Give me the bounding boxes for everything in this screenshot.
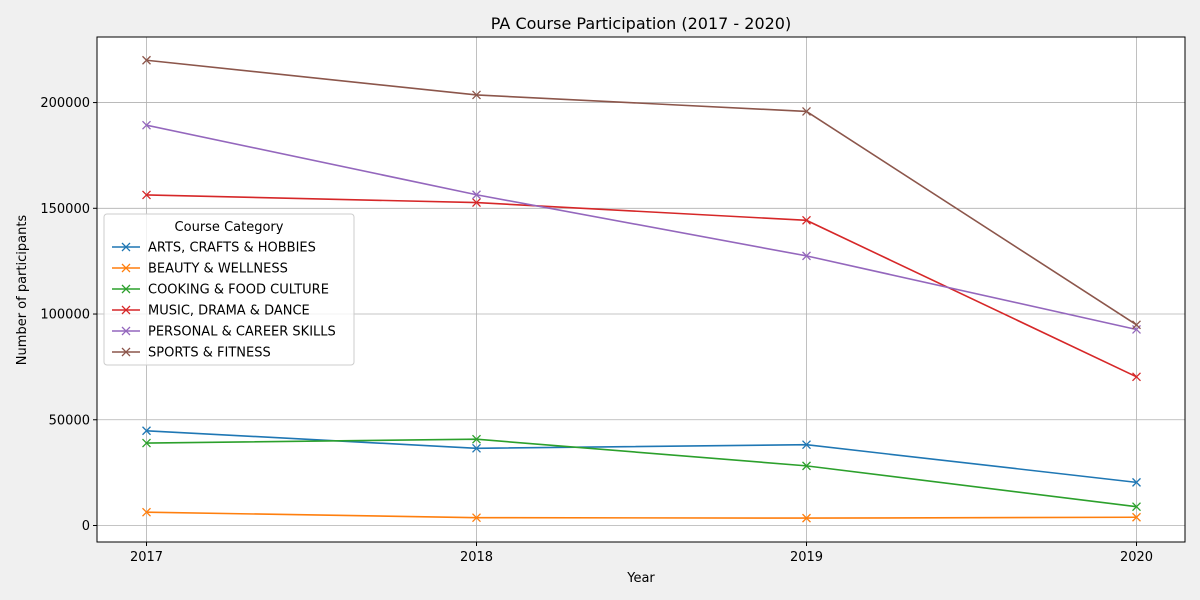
- data-point-marker: [1132, 372, 1141, 382]
- y-tick-label: 50000: [49, 413, 90, 428]
- data-point-marker: [802, 440, 811, 450]
- legend-marker: [121, 242, 131, 252]
- data-point-marker: [802, 513, 811, 523]
- data-point-marker: [1132, 512, 1141, 522]
- data-point-marker: [1132, 477, 1141, 487]
- series-line: [146, 194, 1137, 378]
- legend-label: COOKING & FOOD CULTURE: [148, 283, 329, 298]
- legend-label: BEAUTY & WELLNESS: [148, 262, 288, 277]
- legend-label: ARTS, CRAFTS & HOBBIES: [148, 241, 316, 256]
- x-tick-label: 2018: [460, 550, 493, 565]
- data-point-marker: [472, 434, 481, 444]
- y-tick-label: 100000: [40, 308, 90, 323]
- series-line: [146, 59, 1137, 326]
- x-tick-label: 2019: [790, 550, 823, 565]
- y-axis-label: Number of participants: [15, 215, 30, 366]
- y-axis-ticks: 0 50000 100000 150000 200000: [40, 96, 97, 534]
- x-axis-label: Year: [626, 571, 655, 586]
- y-tick-label: 0: [82, 519, 90, 534]
- legend-marker: [121, 326, 131, 336]
- legend-box: [103, 213, 355, 366]
- series-markers: [142, 55, 1141, 523]
- series-line: [146, 438, 1137, 508]
- data-point-marker: [472, 190, 481, 200]
- x-tick-label: 2017: [130, 550, 163, 565]
- data-point-marker: [802, 215, 811, 225]
- legend-marker: [121, 347, 131, 357]
- data-point-marker: [802, 106, 811, 116]
- legend-label: SPORTS & FITNESS: [148, 346, 271, 361]
- legend-label: MUSIC, DRAMA & DANCE: [148, 304, 310, 319]
- x-tick-label: 2020: [1120, 550, 1153, 565]
- data-point-marker: [142, 438, 151, 448]
- data-point-marker: [142, 120, 151, 130]
- legend-title: Course Category: [175, 220, 284, 235]
- data-point-marker: [142, 507, 151, 517]
- plot-frame: [96, 36, 1186, 543]
- y-tick-label: 150000: [40, 202, 90, 217]
- y-tick-label: 200000: [40, 96, 90, 111]
- series-line: [146, 511, 1137, 519]
- legend-marker: [121, 263, 131, 273]
- legend-items: ARTS, CRAFTS & HOBBIES BEAUTY & WELLNESS C…: [112, 241, 336, 361]
- series-line: [146, 429, 1137, 484]
- data-point-marker: [142, 426, 151, 436]
- legend: Course Category ARTS, CRAFTS & HOBBIES BE…: [103, 213, 355, 366]
- data-point-marker: [472, 90, 481, 100]
- data-point-marker: [472, 443, 481, 453]
- legend-marker: [121, 305, 131, 315]
- x-axis-ticks: 2017 2018 2019 2020: [130, 542, 1153, 565]
- chart-title: PA Course Participation (2017 - 2020): [491, 14, 791, 33]
- data-point-marker: [802, 461, 811, 471]
- series-lines: [146, 59, 1137, 519]
- legend-marker: [121, 284, 131, 294]
- data-point-marker: [142, 190, 151, 200]
- series-line: [146, 124, 1137, 331]
- legend-label: PERSONAL & CAREER SKILLS: [148, 325, 336, 340]
- data-point-marker: [472, 198, 481, 208]
- data-point-marker: [802, 251, 811, 261]
- data-point-marker: [1132, 320, 1141, 330]
- data-point-marker: [1132, 502, 1141, 512]
- data-point-marker: [142, 55, 151, 65]
- data-point-marker: [472, 513, 481, 523]
